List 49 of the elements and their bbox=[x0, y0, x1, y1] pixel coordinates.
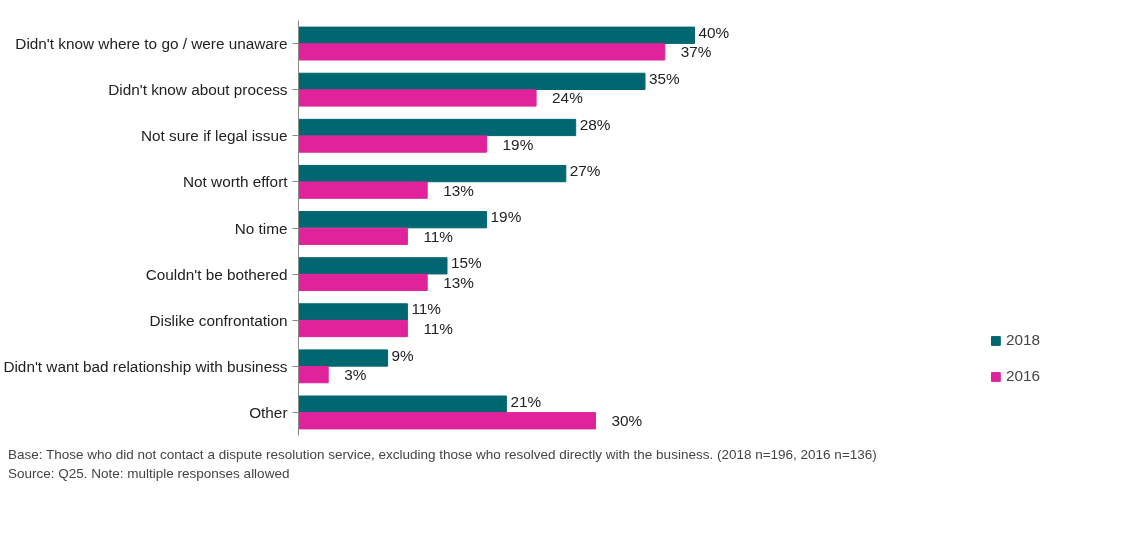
source-note: Source: Q25. Note: multiple responses allowed bbox=[8, 465, 291, 484]
bar bbox=[298, 366, 329, 384]
data-label: 13% bbox=[443, 273, 475, 291]
data-label: 13% bbox=[443, 181, 475, 199]
data-label: 28% bbox=[579, 115, 611, 133]
bar bbox=[298, 89, 537, 107]
bar bbox=[298, 43, 666, 61]
data-label: 40% bbox=[698, 23, 730, 41]
data-label: 30% bbox=[611, 412, 643, 430]
bar bbox=[298, 257, 448, 275]
y-tick-label: Didn't know where to go / were unaware bbox=[15, 35, 288, 53]
y-tick-label: No time bbox=[234, 219, 288, 237]
y-tick-label: Couldn't be bothered bbox=[145, 265, 288, 283]
data-label: 15% bbox=[451, 254, 483, 272]
bar bbox=[298, 303, 408, 321]
bar bbox=[298, 164, 567, 183]
data-label: 11% bbox=[423, 320, 454, 338]
y-tick-label: Not sure if legal issue bbox=[140, 127, 288, 145]
bar bbox=[298, 211, 488, 229]
data-label: 37% bbox=[680, 43, 712, 61]
data-label: 27% bbox=[569, 162, 601, 180]
data-label: 11% bbox=[411, 300, 442, 318]
bar bbox=[298, 349, 389, 367]
data-label: 19% bbox=[502, 135, 534, 153]
y-tick-label: Not worth effort bbox=[182, 173, 289, 191]
bar bbox=[298, 273, 428, 292]
data-label: 19% bbox=[490, 208, 522, 226]
legend-label: 2016 bbox=[1005, 367, 1040, 385]
bar bbox=[298, 227, 408, 245]
data-label: 21% bbox=[510, 392, 542, 410]
data-label: 3% bbox=[344, 366, 367, 384]
data-label: 11% bbox=[423, 227, 454, 245]
y-tick-label: Dislike confrontation bbox=[149, 311, 288, 329]
bar bbox=[298, 135, 488, 153]
bar bbox=[298, 181, 428, 199]
bar bbox=[298, 412, 596, 430]
y-tick-label: Didn't want bad relationship with business bbox=[3, 357, 288, 375]
bar bbox=[298, 118, 577, 137]
bar bbox=[298, 319, 408, 338]
y-tick-label: Other bbox=[249, 403, 288, 421]
text: Base: Those who did not contact a dispute resolution service, excluding those who resolved directly with the business. (2018 n=196, 2016 n=136) bbox=[8, 446, 877, 464]
data-label: 9% bbox=[391, 346, 415, 364]
bar bbox=[298, 72, 646, 90]
bar bbox=[298, 395, 507, 413]
data-label: 35% bbox=[649, 69, 681, 87]
legend-label: 2018 bbox=[1005, 331, 1040, 349]
bar bbox=[298, 26, 695, 44]
y-tick-label: Didn't know about process bbox=[108, 81, 288, 99]
data-label: 24% bbox=[552, 89, 584, 107]
